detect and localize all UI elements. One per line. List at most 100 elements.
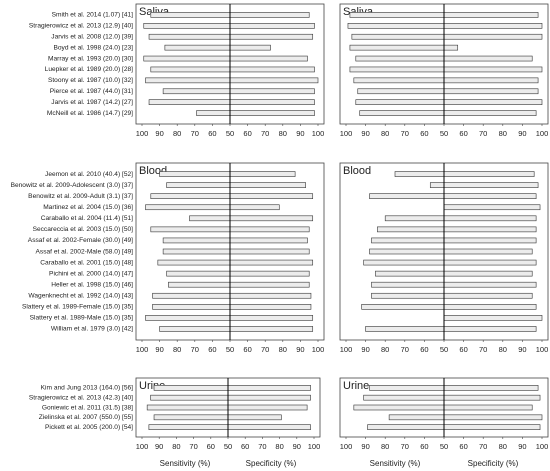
sensitivity-bar bbox=[148, 99, 231, 105]
x-tick-label: 100 bbox=[136, 345, 149, 354]
sensitivity-bar bbox=[429, 182, 445, 188]
specificity-bar bbox=[229, 33, 314, 40]
x-tick-label: 60 bbox=[459, 345, 467, 354]
study-label: Assaf et al. 2002-Male (58.0) [49] bbox=[36, 248, 134, 255]
sensitivity-bar bbox=[367, 424, 445, 430]
sensitivity-bar bbox=[353, 77, 445, 84]
specificity-bar bbox=[443, 99, 543, 105]
specificity-bar bbox=[229, 193, 314, 199]
specificity-bar bbox=[229, 110, 315, 116]
x-tick-label: 90 bbox=[155, 129, 163, 138]
panel-title: Urine bbox=[343, 380, 369, 392]
x-tick-label: 60 bbox=[241, 442, 249, 451]
x-tick-label: 70 bbox=[479, 345, 487, 354]
specificity-bar bbox=[229, 270, 310, 277]
x-tick-label: 100 bbox=[536, 129, 549, 138]
specificity-bar bbox=[229, 315, 314, 321]
specificity-bar bbox=[229, 204, 280, 211]
study-label: Pickett et al. 2005 (200.0) [54] bbox=[45, 424, 133, 431]
specificity-bar bbox=[443, 404, 533, 411]
specificity-bar bbox=[229, 99, 315, 105]
specificity-bar bbox=[229, 182, 306, 188]
x-tick-label: 80 bbox=[279, 345, 287, 354]
study-label: Goniewic et al. 2011 (31.5) [38] bbox=[42, 404, 133, 411]
study-label: Caraballo et al. 2004 (11.4) [51] bbox=[41, 215, 133, 222]
x-tick-label: 60 bbox=[208, 345, 216, 354]
x-tick-label: 80 bbox=[173, 129, 181, 138]
specificity-bar bbox=[229, 292, 312, 299]
x-axis-label: Sensitivity (%) bbox=[370, 459, 421, 468]
specificity-bar bbox=[443, 326, 537, 332]
study-label: Wagenknecht et al. 1992 (14.0) [43] bbox=[28, 293, 133, 300]
specificity-bar bbox=[229, 248, 310, 255]
specificity-bar bbox=[229, 55, 308, 62]
sensitivity-bar bbox=[371, 281, 445, 288]
sensitivity-bar bbox=[375, 270, 445, 277]
sensitivity-bar bbox=[369, 248, 445, 255]
specificity-bar bbox=[443, 171, 535, 177]
sensitivity-bar bbox=[353, 404, 445, 411]
x-tick-label: 90 bbox=[296, 129, 304, 138]
sensitivity-bar bbox=[145, 204, 231, 211]
sensitivity-bar bbox=[168, 281, 231, 288]
specificity-bar bbox=[443, 270, 533, 277]
specificity-bar bbox=[227, 404, 308, 411]
x-tick-label: 60 bbox=[459, 129, 467, 138]
study-label: Stragierowicz et al. 2013 (42.3) [40] bbox=[29, 394, 133, 401]
specificity-bar bbox=[443, 315, 543, 321]
sensitivity-bar bbox=[351, 33, 445, 40]
sensitivity-bar bbox=[355, 99, 445, 105]
x-tick-label: 80 bbox=[279, 129, 287, 138]
specificity-bar bbox=[443, 182, 539, 188]
sensitivity-bar bbox=[363, 259, 445, 266]
specificity-bar bbox=[443, 259, 537, 266]
specificity-bar bbox=[229, 12, 310, 18]
study-label: Zielinska et al. 2007 (550.0) [55] bbox=[39, 414, 133, 421]
x-tick-label: 50 bbox=[440, 442, 448, 451]
sensitivity-bar bbox=[189, 215, 231, 222]
x-tick-label: 80 bbox=[275, 442, 283, 451]
sensitivity-bar bbox=[164, 44, 231, 51]
sensitivity-bar bbox=[196, 110, 231, 116]
x-tick-label: 80 bbox=[499, 442, 507, 451]
sensitivity-bar bbox=[369, 385, 445, 391]
study-label: Smith et al. 2014 (1.07) [41] bbox=[52, 12, 134, 19]
sensitivity-bar bbox=[146, 404, 229, 411]
specificity-bar bbox=[443, 55, 533, 62]
x-tick-label: 90 bbox=[518, 129, 526, 138]
sensitivity-bar bbox=[148, 33, 231, 40]
specificity-bar bbox=[443, 204, 541, 211]
specificity-bar bbox=[229, 215, 314, 222]
specificity-bar bbox=[229, 304, 312, 310]
x-tick-label: 90 bbox=[296, 345, 304, 354]
x-tick-label: 60 bbox=[208, 129, 216, 138]
sensitivity-bar bbox=[361, 304, 445, 310]
x-axis-label: Sensitivity (%) bbox=[160, 459, 211, 468]
study-label: Boyd et al. 1998 (24.0) [23] bbox=[53, 44, 133, 51]
x-tick-label: 90 bbox=[361, 345, 369, 354]
study-label: William et al. 1979 (3.0) [42] bbox=[51, 326, 133, 333]
sensitivity-bar bbox=[371, 237, 445, 244]
specificity-bar bbox=[229, 281, 310, 288]
specificity-bar bbox=[443, 215, 537, 222]
x-tick-label: 70 bbox=[191, 129, 199, 138]
x-tick-label: 50 bbox=[440, 345, 448, 354]
x-tick-label: 100 bbox=[536, 442, 549, 451]
sensitivity-bar bbox=[349, 12, 445, 18]
specificity-bar bbox=[443, 304, 537, 310]
x-tick-label: 80 bbox=[381, 345, 389, 354]
x-tick-label: 100 bbox=[340, 129, 353, 138]
specificity-bar bbox=[227, 394, 311, 401]
specificity-bar bbox=[229, 66, 315, 73]
specificity-bar bbox=[443, 226, 537, 233]
x-tick-label: 100 bbox=[312, 129, 325, 138]
study-label: Jarvis et al. 1987 (14.2) [27] bbox=[51, 99, 133, 106]
x-tick-label: 60 bbox=[243, 345, 251, 354]
x-tick-label: 60 bbox=[420, 129, 428, 138]
specificity-bar bbox=[443, 77, 539, 84]
study-label: Caraballo et al. 2001 (15.0) [48] bbox=[40, 259, 133, 266]
sensitivity-bar bbox=[388, 414, 445, 421]
sensitivity-bar bbox=[150, 394, 229, 401]
sensitivity-bar bbox=[150, 193, 231, 199]
sensitivity-bar bbox=[355, 55, 445, 62]
